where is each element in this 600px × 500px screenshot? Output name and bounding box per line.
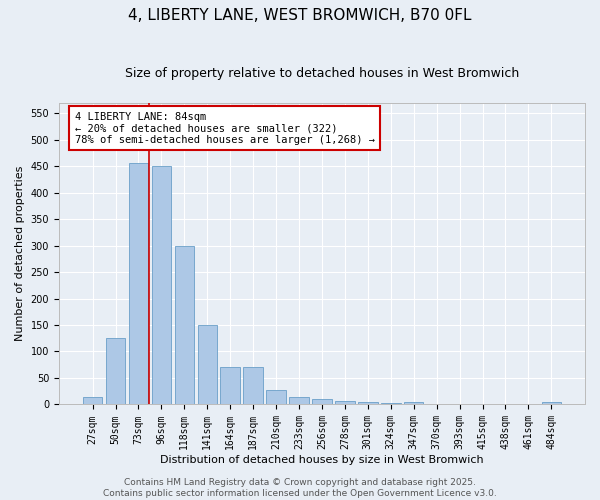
- Bar: [128, 164, 148, 404]
- Bar: [266, 390, 286, 404]
- Text: 4 LIBERTY LANE: 84sqm
← 20% of detached houses are smaller (322)
78% of semi-det: 4 LIBERTY LANE: 84sqm ← 20% of detached …: [74, 112, 374, 145]
- Bar: [335, 401, 355, 404]
- Title: Size of property relative to detached houses in West Bromwich: Size of property relative to detached ho…: [125, 68, 519, 80]
- Bar: [244, 368, 263, 405]
- Bar: [83, 396, 103, 404]
- Bar: [106, 338, 125, 404]
- X-axis label: Distribution of detached houses by size in West Bromwich: Distribution of detached houses by size …: [160, 455, 484, 465]
- Bar: [197, 325, 217, 404]
- Bar: [175, 246, 194, 404]
- Bar: [542, 402, 561, 404]
- Bar: [289, 396, 309, 404]
- Text: 4, LIBERTY LANE, WEST BROMWICH, B70 0FL: 4, LIBERTY LANE, WEST BROMWICH, B70 0FL: [128, 8, 472, 22]
- Bar: [404, 402, 424, 404]
- Bar: [220, 368, 240, 405]
- Text: Contains HM Land Registry data © Crown copyright and database right 2025.
Contai: Contains HM Land Registry data © Crown c…: [103, 478, 497, 498]
- Bar: [312, 399, 332, 404]
- Bar: [152, 166, 171, 404]
- Bar: [358, 402, 377, 404]
- Y-axis label: Number of detached properties: Number of detached properties: [15, 166, 25, 341]
